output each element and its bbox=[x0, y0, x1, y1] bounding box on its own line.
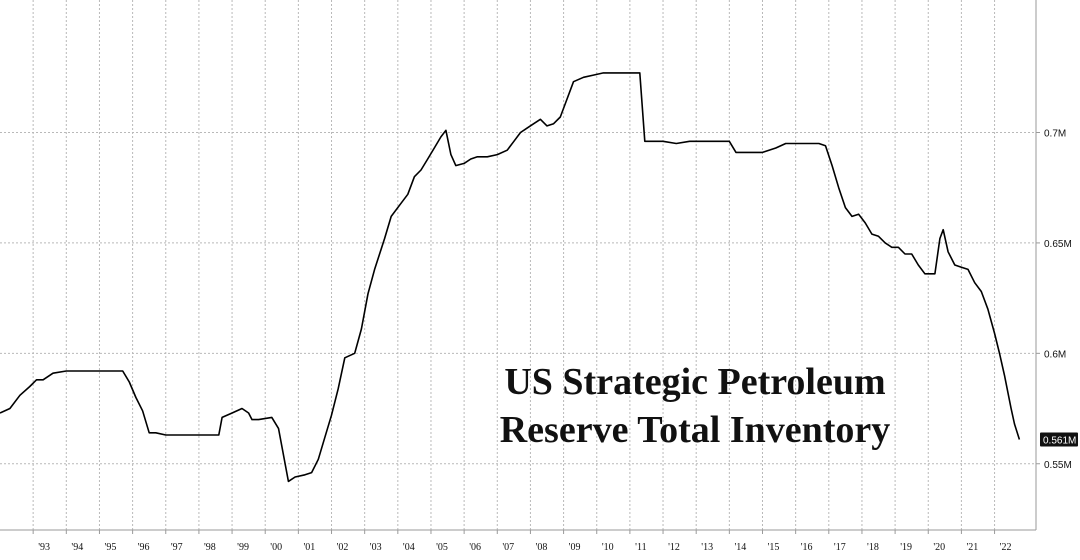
y-tick-label: 0.65M bbox=[1044, 239, 1072, 250]
y-tick-label: 0.55M bbox=[1044, 460, 1072, 471]
x-tick-label: '05 bbox=[436, 542, 448, 553]
last-value-label: 0.561M bbox=[1043, 435, 1076, 446]
x-tick-label: '16 bbox=[801, 542, 813, 553]
x-tick-label: '02 bbox=[337, 542, 349, 553]
x-tick-label: '07 bbox=[502, 542, 514, 553]
last-value-badge: 0.561M bbox=[1040, 432, 1078, 447]
chart-title-line-1: US Strategic Petroleum bbox=[504, 361, 885, 403]
x-tick-label: '12 bbox=[668, 542, 680, 553]
x-tick-label: '22 bbox=[1000, 542, 1012, 553]
x-tick-label: '00 bbox=[270, 542, 282, 553]
series-layer bbox=[0, 72, 1021, 483]
x-tick-label: '06 bbox=[469, 542, 481, 553]
grid-layer bbox=[0, 0, 1040, 534]
x-tick-label: '99 bbox=[237, 542, 249, 553]
x-tick-label: '19 bbox=[900, 542, 912, 553]
x-tick-label: '20 bbox=[933, 542, 945, 553]
x-tick-label: '18 bbox=[867, 542, 879, 553]
x-tick-label: '13 bbox=[701, 542, 713, 553]
x-tick-label: '98 bbox=[204, 542, 216, 553]
x-tick-label: '09 bbox=[569, 542, 581, 553]
x-tick-label: '93 bbox=[38, 542, 50, 553]
x-tick-label: '95 bbox=[105, 542, 117, 553]
x-tick-label: '03 bbox=[370, 542, 382, 553]
x-tick-labels: '93 '94 '95 '96 '97 '98 '99 '00 '01 '02 '03 '04 '05 '… bbox=[38, 542, 1011, 553]
chart-title: US Strategic Petroleum Reserve Total Inv… bbox=[500, 361, 891, 451]
x-tick-label: '08 bbox=[536, 542, 548, 553]
series-line bbox=[0, 72, 1021, 483]
y-tick-label: 0.6M bbox=[1044, 349, 1066, 360]
x-tick-label: '04 bbox=[403, 542, 415, 553]
last-value-badge-bg bbox=[1040, 432, 1078, 447]
y-tick-labels: 0.55M 0.6M 0.65M 0.7M bbox=[1044, 129, 1072, 471]
x-tick-label: '01 bbox=[303, 542, 315, 553]
x-tick-label: '14 bbox=[734, 542, 746, 553]
x-tick-label: '97 bbox=[171, 542, 183, 553]
x-tick-label: '15 bbox=[768, 542, 780, 553]
x-tick-label: '11 bbox=[635, 542, 646, 553]
x-tick-label: '96 bbox=[138, 542, 150, 553]
axis-layer bbox=[0, 0, 1037, 531]
x-tick-label: '21 bbox=[967, 542, 979, 553]
x-tick-label: '17 bbox=[834, 542, 846, 553]
x-tick-label: '94 bbox=[71, 542, 83, 553]
x-tick-label: '10 bbox=[602, 542, 614, 553]
chart-title-line-2: Reserve Total Inventory bbox=[500, 409, 891, 451]
y-tick-label: 0.7M bbox=[1044, 129, 1066, 140]
